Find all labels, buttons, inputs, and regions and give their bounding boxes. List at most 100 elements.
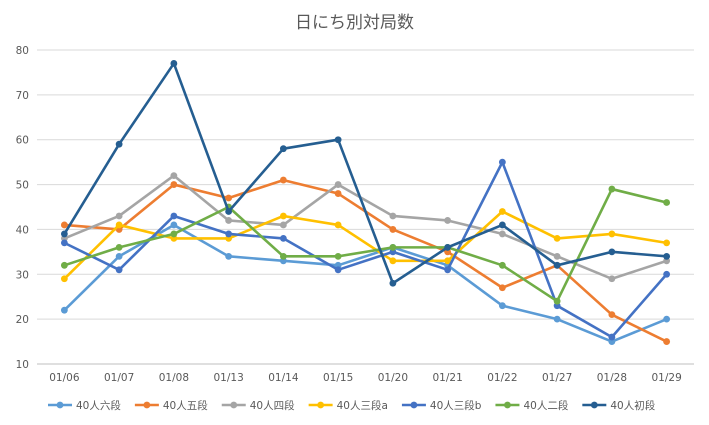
legend-label: 40人四段	[250, 399, 295, 412]
data-point	[663, 270, 671, 278]
data-point	[608, 248, 616, 256]
series-line	[63, 210, 668, 281]
data-point	[553, 261, 561, 269]
data-point	[498, 284, 506, 292]
x-axis-ticks: 01/06 01/07 01/08 01/13 01/14 01/15 01/20 01/21…	[49, 372, 682, 384]
data-point	[170, 212, 178, 220]
data-point	[334, 221, 342, 229]
data-point	[60, 230, 68, 238]
data-point	[663, 199, 671, 206]
x-tick-label: 01/27	[542, 372, 572, 384]
legend-marker	[504, 401, 511, 409]
y-tick-label: 80	[16, 45, 29, 57]
legend-item: 40人四段	[221, 399, 295, 412]
x-tick-label: 01/08	[159, 372, 189, 384]
data-point	[498, 158, 506, 166]
data-point	[225, 194, 233, 202]
y-axis-ticks: 10 20 30 40 50 60 70 80	[16, 45, 29, 371]
y-tick-label: 70	[16, 90, 29, 102]
legend-label: 40人三段a	[337, 399, 388, 412]
data-point	[334, 190, 342, 197]
data-point	[553, 315, 561, 323]
chart-title: 日にち別対局数	[295, 13, 414, 33]
legend-label: 40人初段	[610, 399, 655, 412]
series-line	[63, 160, 668, 339]
legend-label: 40人三段b	[430, 399, 482, 412]
legend-label: 40人五段	[163, 399, 208, 412]
series-1	[60, 221, 671, 345]
series-3	[60, 172, 671, 283]
series-line	[63, 62, 668, 285]
data-point	[553, 235, 561, 242]
data-point	[608, 275, 616, 283]
legend-marker	[317, 401, 325, 409]
legend-item: 40人三段a	[308, 399, 388, 412]
legend-item: 40人五段	[134, 399, 208, 412]
series-7	[60, 60, 671, 287]
data-point	[608, 333, 616, 341]
data-point	[225, 208, 233, 215]
x-tick-label: 01/22	[487, 372, 517, 384]
data-point	[663, 239, 671, 247]
data-point	[225, 230, 233, 238]
data-point	[170, 221, 178, 229]
data-point	[389, 279, 397, 287]
data-point	[389, 243, 397, 251]
data-point	[279, 235, 287, 242]
legend-marker	[143, 401, 151, 409]
data-point	[115, 212, 123, 220]
legend: 40人六段 40人五段 40人四段 40人三段a 40人三段b 40人二段 40人初段	[48, 399, 656, 412]
data-point	[663, 315, 671, 323]
data-point	[663, 338, 671, 345]
data-point	[553, 297, 561, 305]
legend-marker	[56, 401, 64, 409]
x-tick-label: 01/13	[213, 372, 243, 384]
data-point	[334, 266, 342, 274]
data-point	[334, 136, 342, 144]
y-tick-label: 60	[16, 135, 29, 147]
x-tick-label: 01/28	[597, 372, 627, 384]
data-point	[334, 181, 342, 188]
data-point	[279, 176, 287, 184]
y-tick-label: 50	[16, 180, 29, 192]
legend-marker	[410, 401, 418, 409]
data-point	[115, 266, 123, 274]
data-point	[498, 221, 506, 229]
x-tick-label: 01/15	[323, 372, 353, 384]
data-point	[608, 230, 616, 238]
series-4	[60, 208, 671, 283]
data-point	[170, 230, 178, 238]
data-point	[170, 181, 178, 188]
data-point	[608, 311, 616, 319]
data-point	[115, 140, 123, 148]
data-point	[60, 221, 68, 229]
data-point	[279, 145, 287, 153]
data-point	[279, 221, 287, 229]
data-point	[170, 172, 178, 180]
legend-label: 40人六段	[76, 399, 121, 412]
y-tick-label: 20	[16, 314, 29, 326]
data-point	[225, 217, 233, 224]
legend-marker	[590, 401, 598, 409]
data-point	[389, 226, 397, 233]
data-point	[60, 261, 68, 269]
gridlines	[37, 49, 694, 365]
data-point	[60, 306, 68, 314]
series-5	[60, 158, 671, 341]
data-point	[279, 212, 287, 220]
y-tick-label: 10	[16, 359, 29, 371]
data-point	[389, 257, 397, 265]
x-tick-label: 01/29	[651, 372, 681, 384]
data-point	[389, 212, 397, 220]
legend-marker	[230, 401, 238, 409]
series-line	[63, 174, 668, 281]
legend-item: 40人二段	[495, 399, 569, 412]
x-tick-label: 01/21	[432, 372, 462, 384]
legend-item: 40人初段	[582, 399, 656, 412]
data-point	[115, 243, 123, 251]
y-tick-label: 40	[16, 224, 29, 236]
data-point	[170, 60, 178, 67]
legend-item: 40人三段b	[401, 399, 482, 412]
